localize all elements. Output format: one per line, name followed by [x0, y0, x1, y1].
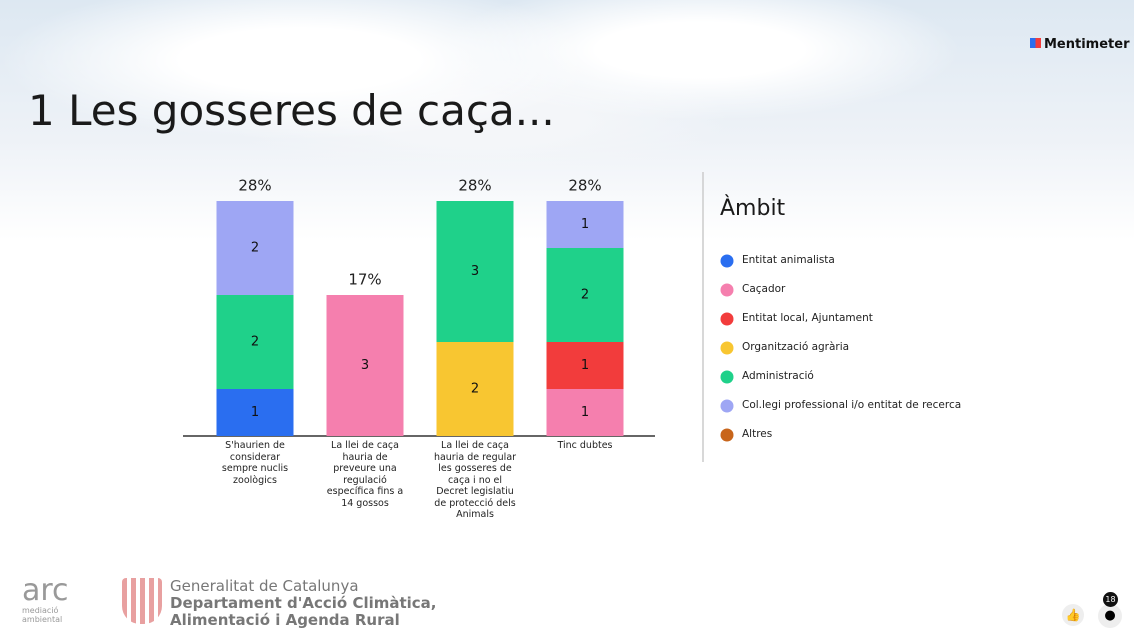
gov-text: Generalitat de Catalunya Departament d'A… — [170, 578, 437, 629]
gov-emblem — [122, 578, 162, 624]
gov-line: Generalitat de Catalunya — [170, 577, 359, 595]
gov-line: Departament d'Acció Climàtica, — [170, 594, 437, 612]
arc-text: arc — [22, 573, 69, 608]
segment-label: 3 — [361, 358, 369, 373]
legend-label: Entitat animalista — [742, 254, 835, 266]
bar-segment — [546, 248, 624, 342]
bar-segment — [436, 342, 514, 436]
x-tick-label: Tinc dubtes — [557, 440, 613, 451]
brand: Mentimeter — [1030, 37, 1129, 52]
bar-segment — [546, 342, 624, 389]
legend-label: Col.legi professional i/o entitat de rec… — [742, 399, 962, 411]
total-label: 28% — [238, 177, 271, 195]
legend-swatch — [720, 283, 734, 297]
total-label: 17% — [348, 271, 381, 289]
participants-button[interactable]: ● — [1098, 604, 1122, 628]
legend-swatch — [720, 370, 734, 384]
legend-label: Administració — [742, 370, 814, 382]
legend-title: Àmbit — [720, 196, 786, 221]
brand-text: Mentimeter — [1044, 37, 1130, 52]
legend-label: Entitat local, Ajuntament — [742, 312, 873, 324]
brand-icon — [1030, 38, 1041, 48]
participant-count: 18 — [1103, 592, 1118, 607]
arc-subtext: mediació ambiental — [22, 606, 63, 624]
total-label: 28% — [458, 177, 491, 195]
legend-swatch — [720, 312, 734, 326]
bar-segment — [546, 389, 624, 436]
bar-segment — [546, 201, 624, 248]
segment-label: 2 — [251, 335, 259, 350]
x-tick-label: La llei de caça hauria de regular les go… — [433, 440, 517, 520]
legend-swatch — [720, 254, 734, 268]
bar-segment — [326, 295, 404, 436]
legend-label: Organització agrària — [742, 341, 850, 353]
arc-logo: arc mediació ambiental — [22, 576, 98, 626]
bar-segment — [216, 295, 294, 389]
segment-label: 1 — [251, 405, 259, 420]
segment-label: 1 — [581, 217, 589, 232]
bar-segment — [216, 201, 294, 295]
bar-segment — [216, 389, 294, 436]
segment-label: 2 — [251, 241, 259, 256]
total-label: 28% — [568, 177, 601, 195]
segment-label: 1 — [581, 405, 589, 420]
like-button[interactable]: 👍 — [1062, 604, 1084, 626]
segment-label: 2 — [471, 382, 479, 397]
legend-label: Caçador — [742, 283, 786, 295]
gov-line: Alimentació i Agenda Rural — [170, 611, 400, 629]
legend-swatch — [720, 428, 734, 442]
legend-swatch — [720, 341, 734, 355]
segment-label: 3 — [471, 264, 479, 279]
x-tick-label: S'haurien de considerar sempre nuclis zo… — [221, 440, 289, 486]
x-tick-label: La llei de caça hauria de preveure una r… — [326, 440, 404, 509]
bar-segment — [436, 201, 514, 342]
segment-label: 1 — [581, 358, 589, 373]
legend-label: Altres — [742, 428, 773, 440]
segment-label: 2 — [581, 288, 589, 303]
title: 1 Les gosseres de caça... — [28, 86, 555, 135]
legend-swatch — [720, 399, 734, 413]
